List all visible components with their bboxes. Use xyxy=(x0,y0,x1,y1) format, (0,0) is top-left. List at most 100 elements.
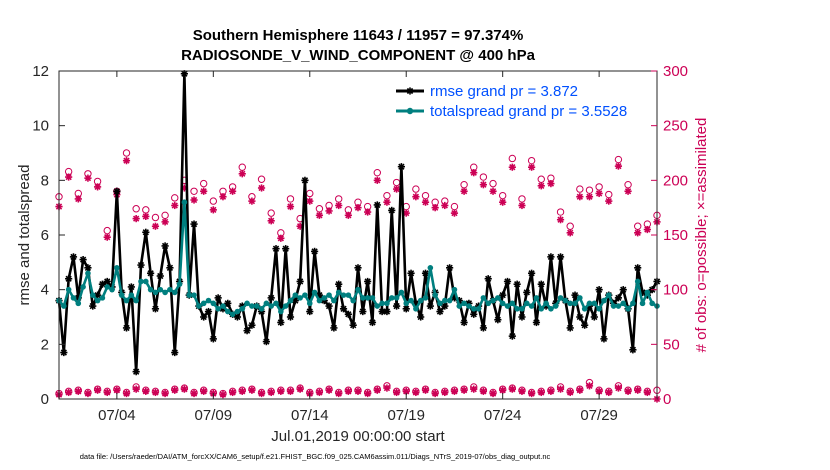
rmse-point xyxy=(364,277,372,286)
totalspread-point xyxy=(523,300,530,307)
totalspread-point xyxy=(364,295,371,301)
rmse-point xyxy=(65,275,73,283)
obs-assimilated-point xyxy=(84,389,92,398)
obs-assimilated-point xyxy=(624,187,632,195)
totalspread-point xyxy=(577,295,583,301)
y-tick-label: 8 xyxy=(41,172,49,189)
obs-possible-point xyxy=(267,209,275,217)
totalspread-point xyxy=(152,289,159,296)
obs-assimilated-point xyxy=(634,386,642,394)
totalspread-point xyxy=(403,300,410,307)
obs-assimilated-point xyxy=(489,187,497,195)
totalspread-point xyxy=(316,297,323,304)
obs-assimilated-point xyxy=(200,187,208,195)
totalspread-point xyxy=(620,300,627,307)
y-tick-label: 10 xyxy=(32,118,49,135)
totalspread-point xyxy=(552,303,559,309)
x-tick-label: 07/14 xyxy=(291,407,329,424)
rmse-point xyxy=(248,321,256,329)
totalspread-point xyxy=(538,306,545,312)
rmse-point xyxy=(262,338,270,346)
rmse-point xyxy=(166,264,174,272)
obs-assimilated-point xyxy=(566,229,574,237)
totalspread-point xyxy=(181,199,188,205)
obs-assimilated-point xyxy=(479,387,487,395)
rmse-point xyxy=(407,269,415,277)
totalspread-point xyxy=(504,303,511,309)
obs-assimilated-point xyxy=(556,216,565,224)
obs-assimilated-point xyxy=(460,386,468,394)
rmse-point xyxy=(518,313,526,321)
totalspread-point xyxy=(509,300,516,307)
y-right-tick-label: 200 xyxy=(663,172,688,189)
totalspread-point xyxy=(268,303,274,309)
rmse-point xyxy=(325,302,333,310)
totalspread-point xyxy=(94,297,101,304)
obs-assimilated-point xyxy=(643,388,651,397)
obs-assimilated-point xyxy=(161,389,169,398)
totalspread-point xyxy=(422,295,429,301)
y-tick-label: 4 xyxy=(41,282,49,299)
totalspread-point xyxy=(340,292,347,298)
rmse-point xyxy=(576,313,584,321)
obs-assimilated-point xyxy=(103,233,111,241)
rmse-point xyxy=(142,228,150,236)
obs-assimilated-point xyxy=(450,209,459,217)
rmse-point xyxy=(499,291,507,299)
rmse-point xyxy=(79,256,87,264)
totalspread-point xyxy=(442,297,448,304)
y-axis-right-label: # of obs: o=possible; ×=assimilated xyxy=(693,118,710,353)
y-right-tick-label: 0 xyxy=(663,391,671,408)
rmse-point xyxy=(556,253,565,261)
rmse-point xyxy=(147,269,155,277)
totalspread-point xyxy=(191,292,197,298)
totalspread-point xyxy=(85,270,91,277)
totalspread-point xyxy=(413,306,419,312)
totalspread-point xyxy=(80,284,86,290)
obs-assimilated-point xyxy=(614,162,623,170)
rmse-point xyxy=(388,206,396,214)
rmse-point xyxy=(421,269,430,277)
obs-assimilated-point xyxy=(238,387,246,395)
totalspread-point xyxy=(446,297,453,304)
y-right-tick-label: 50 xyxy=(663,336,680,353)
totalspread-point xyxy=(490,297,496,304)
totalspread-point xyxy=(109,286,115,293)
obs-assimilated-point xyxy=(257,389,266,398)
obs-assimilated-point xyxy=(547,180,555,188)
y-tick-label: 2 xyxy=(41,336,49,353)
obs-assimilated-point xyxy=(286,202,295,211)
obs-assimilated-point xyxy=(643,225,651,234)
rmse-point xyxy=(267,294,275,302)
totalspread-point xyxy=(567,300,573,307)
obs-assimilated-point xyxy=(354,387,362,395)
totalspread-point xyxy=(528,303,535,309)
totalspread-point xyxy=(321,295,328,301)
totalspread-point xyxy=(393,295,400,301)
x-axis-label: Jul.01,2019 00:00:00 start xyxy=(271,428,445,445)
totalspread-point xyxy=(470,306,477,312)
totalspread-point xyxy=(253,303,260,309)
totalspread-point xyxy=(562,297,569,304)
totalspread-point xyxy=(133,297,139,304)
y-axis-left: 0 2 4 6 8 10 12 xyxy=(32,63,65,408)
rmse-point xyxy=(479,324,487,332)
totalspread-point xyxy=(234,308,241,315)
legend-rmse-star xyxy=(406,87,414,95)
rmse-point xyxy=(566,324,574,332)
obs-assimilated-point xyxy=(200,387,208,395)
totalspread-point xyxy=(548,306,554,312)
obs-assimilated-point xyxy=(248,197,256,205)
totalspread-point xyxy=(335,289,342,296)
rmse-point xyxy=(359,307,367,316)
obs-assimilated-point xyxy=(325,386,333,394)
obs-assimilated-point xyxy=(315,388,324,397)
obs-assimilated-point xyxy=(470,169,478,177)
totalspread-point xyxy=(485,300,492,307)
totalspread-point xyxy=(292,292,299,298)
totalspread-point xyxy=(70,295,77,301)
rmse-point xyxy=(537,280,545,288)
rmse-point xyxy=(132,368,140,376)
rmse-point xyxy=(513,280,521,288)
